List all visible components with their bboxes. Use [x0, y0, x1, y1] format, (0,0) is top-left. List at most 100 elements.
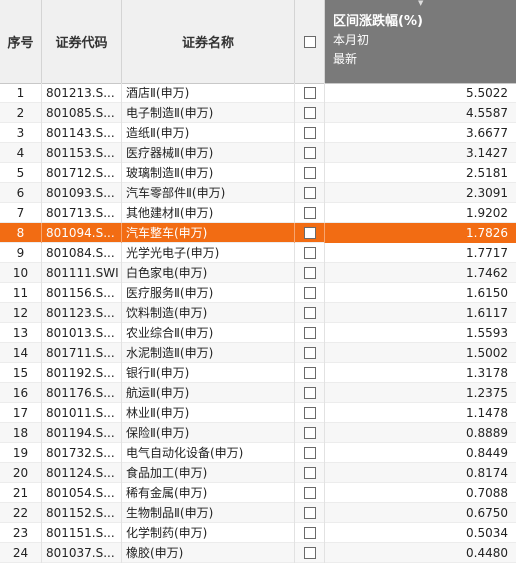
row-code: 801213.S...: [42, 83, 122, 103]
row-select-cell[interactable]: [295, 163, 325, 183]
row-checkbox[interactable]: [303, 367, 316, 379]
change-header-start: 本月初: [333, 33, 370, 47]
row-select-cell[interactable]: [295, 223, 325, 243]
column-header-seq[interactable]: 序号: [0, 0, 42, 83]
row-select-cell[interactable]: [295, 303, 325, 323]
table-row[interactable]: 17 801011.S... 林业Ⅱ(申万) 1.1478: [0, 403, 516, 423]
row-name: 稀有金属(申万): [122, 483, 295, 503]
table-row[interactable]: 4 801153.S... 医疗器械Ⅱ(申万) 3.1427: [0, 143, 516, 163]
change-header-end: 最新: [333, 52, 358, 66]
column-header-select-all[interactable]: [295, 0, 325, 83]
table-row[interactable]: 10 801111.SWI 白色家电(申万) 1.7462: [0, 263, 516, 283]
row-name: 航运Ⅱ(申万): [122, 383, 295, 403]
table-row[interactable]: 11 801156.S... 医疗服务Ⅱ(申万) 1.6150: [0, 283, 516, 303]
row-name: 保险Ⅱ(申万): [122, 423, 295, 443]
row-checkbox[interactable]: [303, 387, 316, 399]
row-code: 801093.S...: [42, 183, 122, 203]
row-checkbox[interactable]: [303, 467, 316, 479]
table-row[interactable]: 20 801124.S... 食品加工(申万) 0.8174: [0, 463, 516, 483]
row-checkbox[interactable]: [303, 127, 316, 139]
row-select-cell[interactable]: [295, 83, 325, 103]
table-row[interactable]: 14 801711.S... 水泥制造Ⅱ(申万) 1.5002: [0, 343, 516, 363]
row-checkbox[interactable]: [303, 487, 316, 499]
row-select-cell[interactable]: [295, 403, 325, 423]
row-change-value: 0.5034: [466, 526, 508, 540]
row-checkbox[interactable]: [303, 347, 316, 359]
row-checkbox[interactable]: [303, 107, 316, 119]
table-row[interactable]: 9 801084.S... 光学光电子(申万) 1.7717: [0, 243, 516, 263]
table-row[interactable]: 3 801143.S... 造纸Ⅱ(申万) 3.6677: [0, 123, 516, 143]
row-select-cell[interactable]: [295, 183, 325, 203]
column-header-code[interactable]: 证券代码: [42, 0, 122, 83]
row-checkbox[interactable]: [303, 167, 316, 179]
row-seq: 15: [0, 363, 42, 383]
row-checkbox[interactable]: [303, 187, 316, 199]
row-select-cell[interactable]: [295, 363, 325, 383]
row-select-cell[interactable]: [295, 103, 325, 123]
row-name: 造纸Ⅱ(申万): [122, 123, 295, 143]
row-select-cell[interactable]: [295, 123, 325, 143]
row-select-cell[interactable]: [295, 283, 325, 303]
row-change-value: 1.7826: [325, 223, 516, 243]
row-select-cell[interactable]: [295, 203, 325, 223]
row-select-cell[interactable]: [295, 503, 325, 523]
row-change-value: 0.8889: [466, 426, 508, 440]
row-change-value: 1.1478: [466, 406, 508, 420]
row-checkbox[interactable]: [303, 207, 316, 219]
table-row[interactable]: 18 801194.S... 保险Ⅱ(申万) 0.8889: [0, 423, 516, 443]
table-row[interactable]: 1 801213.S... 酒店Ⅱ(申万) 5.5022: [0, 83, 516, 103]
row-checkbox[interactable]: [303, 227, 316, 239]
row-checkbox[interactable]: [303, 287, 316, 299]
row-change-value: 1.2375: [466, 386, 508, 400]
table-row[interactable]: 24 801037.S... 橡胶(申万) 0.4480: [0, 543, 516, 563]
row-seq: 14: [0, 343, 42, 363]
row-checkbox[interactable]: [303, 87, 316, 99]
row-select-cell[interactable]: [295, 383, 325, 403]
table-row[interactable]: 7 801713.S... 其他建材Ⅱ(申万) 1.9202: [0, 203, 516, 223]
row-select-cell[interactable]: [295, 423, 325, 443]
row-select-cell[interactable]: [295, 323, 325, 343]
table-row[interactable]: 12 801123.S... 饮料制造(申万) 1.6117: [0, 303, 516, 323]
row-checkbox[interactable]: [303, 307, 316, 319]
row-seq: 10: [0, 263, 42, 283]
table-row[interactable]: 21 801054.S... 稀有金属(申万) 0.7088: [0, 483, 516, 503]
select-all-checkbox[interactable]: [303, 35, 316, 48]
row-checkbox[interactable]: [303, 547, 316, 559]
table-row[interactable]: 2 801085.S... 电子制造Ⅱ(申万) 4.5587: [0, 103, 516, 123]
row-checkbox[interactable]: [303, 527, 316, 539]
row-select-cell[interactable]: [295, 523, 325, 543]
table-row-selected[interactable]: 8 801094.S... 汽车整车(申万) 1.7826: [0, 223, 516, 243]
row-select-cell[interactable]: [295, 443, 325, 463]
row-select-cell[interactable]: [295, 263, 325, 283]
row-checkbox[interactable]: [303, 147, 316, 159]
row-select-cell[interactable]: [295, 483, 325, 503]
table-row[interactable]: 16 801176.S... 航运Ⅱ(申万) 1.2375: [0, 383, 516, 403]
column-header-change[interactable]: ▼ 区间涨跌幅(%) 本月初 最新: [325, 0, 516, 83]
table-row[interactable]: 6 801093.S... 汽车零部件Ⅱ(申万) 2.3091: [0, 183, 516, 203]
row-checkbox[interactable]: [303, 407, 316, 419]
row-select-cell[interactable]: [295, 543, 325, 563]
table-row[interactable]: 23 801151.S... 化学制药(申万) 0.5034: [0, 523, 516, 543]
row-select-cell[interactable]: [295, 463, 325, 483]
row-checkbox[interactable]: [303, 247, 316, 259]
table-row[interactable]: 22 801152.S... 生物制品Ⅱ(申万) 0.6750: [0, 503, 516, 523]
row-name: 酒店Ⅱ(申万): [122, 83, 295, 103]
row-checkbox[interactable]: [303, 447, 316, 459]
row-seq: 6: [0, 183, 42, 203]
row-checkbox[interactable]: [303, 327, 316, 339]
row-seq: 24: [0, 543, 42, 563]
table-row[interactable]: 5 801712.S... 玻璃制造Ⅱ(申万) 2.5181: [0, 163, 516, 183]
row-select-cell[interactable]: [295, 343, 325, 363]
table-row[interactable]: 19 801732.S... 电气自动化设备(申万) 0.8449: [0, 443, 516, 463]
row-change-value: 1.7717: [466, 246, 508, 260]
row-select-cell[interactable]: [295, 243, 325, 263]
row-select-cell[interactable]: [295, 143, 325, 163]
row-checkbox[interactable]: [303, 427, 316, 439]
table-row[interactable]: 15 801192.S... 银行Ⅱ(申万) 1.3178: [0, 363, 516, 383]
table-row[interactable]: 13 801013.S... 农业综合Ⅱ(申万) 1.5593: [0, 323, 516, 343]
row-checkbox[interactable]: [303, 507, 316, 519]
row-change-value: 0.6750: [466, 506, 508, 520]
row-code: 801732.S...: [42, 443, 122, 463]
column-header-name[interactable]: 证券名称: [122, 0, 295, 83]
row-checkbox[interactable]: [303, 267, 316, 279]
